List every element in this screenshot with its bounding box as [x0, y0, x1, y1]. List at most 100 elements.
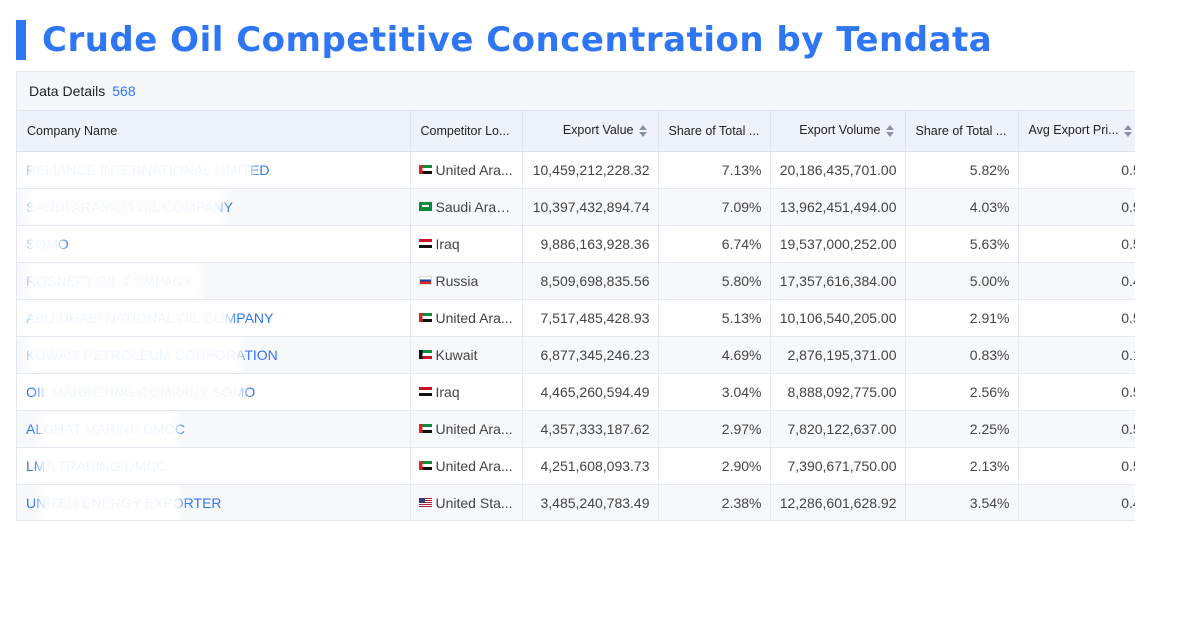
- data-details-label: Data Details: [29, 83, 106, 99]
- competitor-location: United Ara...: [410, 299, 523, 337]
- col-header-location[interactable]: Competitor Lo...: [410, 111, 523, 152]
- competitor-table: Company Name Competitor Lo... Export Val…: [17, 111, 1135, 520]
- avg-price-cell: 0.53: [1018, 373, 1135, 411]
- table-row[interactable]: OIL MARKETING COMPANY SOMOIraq4,465,260,…: [17, 373, 1135, 411]
- share-volume-cell: 3.54%: [905, 484, 1019, 520]
- export-value-cell: 8,509,698,835.56: [522, 262, 659, 300]
- col-header-share-volume[interactable]: Share of Total ...: [905, 111, 1019, 152]
- redaction-mask: [45, 451, 180, 480]
- competitor-location: United Ara...: [410, 447, 523, 485]
- avg-price-cell: 0.55: [1018, 410, 1135, 448]
- share-volume-cell: 2.25%: [905, 410, 1019, 448]
- table-row[interactable]: LMA TRADING DMCCUnited Ara...4,251,608,0…: [17, 447, 1135, 485]
- export-volume-cell: 7,820,122,637.00: [770, 410, 906, 448]
- share-volume-cell: 5.63%: [905, 225, 1019, 263]
- export-value-cell: 7,517,485,428.93: [522, 299, 659, 337]
- export-volume-cell: 7,390,671,750.00: [770, 447, 906, 485]
- title-accent-bar: [16, 20, 26, 60]
- competitor-location: United Sta...: [410, 484, 523, 520]
- company-name-link[interactable]: ROSNEFT OIL COMPANY: [17, 262, 411, 300]
- competitor-location: Russia: [410, 262, 523, 300]
- share-volume-cell: 2.91%: [905, 299, 1019, 337]
- share-value-cell: 5.13%: [658, 299, 771, 337]
- export-value-cell: 10,397,432,894.74: [522, 188, 659, 226]
- share-value-cell: 5.80%: [658, 262, 771, 300]
- company-name-link[interactable]: RELIANCE INTERNATIONAL LIMITED: [17, 151, 411, 189]
- redaction-mask: [45, 414, 173, 443]
- export-volume-cell: 17,357,616,384.00: [770, 262, 906, 300]
- company-name-link[interactable]: SOMO: [17, 225, 411, 263]
- company-name-link[interactable]: LMA TRADING DMCC: [17, 447, 411, 485]
- country-flag-icon: [418, 498, 432, 508]
- col-header-avg-price[interactable]: Avg Export Pri...: [1018, 111, 1135, 152]
- competitor-location: Iraq: [410, 225, 523, 263]
- sort-icon[interactable]: [885, 124, 895, 138]
- redaction-mask: [32, 155, 247, 184]
- country-flag-icon: [418, 202, 432, 212]
- country-flag-icon: [418, 165, 432, 175]
- redaction-mask: [45, 488, 175, 517]
- export-value-cell: 4,251,608,093.73: [522, 447, 659, 485]
- share-value-cell: 4.69%: [658, 336, 771, 374]
- country-flag-icon: [418, 461, 432, 471]
- share-value-cell: 2.97%: [658, 410, 771, 448]
- redaction-mask: [32, 303, 225, 332]
- share-volume-cell: 4.03%: [905, 188, 1019, 226]
- col-header-export-volume[interactable]: Export Volume: [770, 111, 906, 152]
- country-flag-icon: [418, 350, 432, 360]
- share-value-cell: 3.04%: [658, 373, 771, 411]
- company-name-link[interactable]: ALGHAT MARINE DMCC: [17, 410, 411, 448]
- table-row[interactable]: RELIANCE INTERNATIONAL LIMITEDUnited Ara…: [17, 151, 1135, 189]
- table-row[interactable]: SAUDI ARAMCO OIL COMPANYSaudi Arab...10,…: [17, 188, 1135, 226]
- share-volume-cell: 5.82%: [905, 151, 1019, 189]
- country-flag-icon: [418, 239, 432, 249]
- avg-price-cell: 0.56: [1018, 299, 1135, 337]
- company-name-link[interactable]: KUWAIT PETROLEUM CORPORATION: [17, 336, 411, 374]
- share-value-cell: 7.13%: [658, 151, 771, 189]
- competitor-location: Saudi Arab...: [410, 188, 523, 226]
- export-value-cell: 4,357,333,187.62: [522, 410, 659, 448]
- avg-price-cell: 0.58: [1018, 447, 1135, 485]
- export-volume-cell: 19,537,000,252.00: [770, 225, 906, 263]
- export-volume-cell: 13,962,451,494.00: [770, 188, 906, 226]
- share-volume-cell: 2.56%: [905, 373, 1019, 411]
- avg-price-cell: 0.52: [1018, 151, 1135, 189]
- country-flag-icon: [418, 313, 432, 323]
- table-header-row: Company Name Competitor Lo... Export Val…: [17, 111, 1135, 152]
- sort-icon[interactable]: [1123, 124, 1133, 138]
- export-value-cell: 3,485,240,783.49: [522, 484, 659, 520]
- share-volume-cell: 5.00%: [905, 262, 1019, 300]
- company-name-link[interactable]: UNITED ENERGY EXPORTER: [17, 484, 411, 520]
- redaction-mask: [32, 340, 237, 369]
- company-name-link[interactable]: ABU DHABI NATIONAL OIL COMPANY: [17, 299, 411, 337]
- export-volume-cell: 20,186,435,701.00: [770, 151, 906, 189]
- export-volume-cell: 10,106,540,205.00: [770, 299, 906, 337]
- competitor-location: Iraq: [410, 373, 523, 411]
- export-volume-cell: 2,876,195,371.00: [770, 336, 906, 374]
- col-header-export-value[interactable]: Export Value: [522, 111, 659, 152]
- table-row[interactable]: SOMOIraq9,886,163,928.366.74%19,537,000,…: [17, 225, 1135, 263]
- company-name-link[interactable]: SAUDI ARAMCO OIL COMPANY: [17, 188, 411, 226]
- redaction-mask: [32, 229, 56, 258]
- redaction-mask: [45, 377, 238, 406]
- share-volume-cell: 0.83%: [905, 336, 1019, 374]
- col-header-company[interactable]: Company Name: [17, 111, 411, 152]
- avg-price-cell: 0.13: [1018, 336, 1135, 374]
- company-name-link[interactable]: OIL MARKETING COMPANY SOMO: [17, 373, 411, 411]
- col-header-share-value[interactable]: Share of Total ...: [658, 111, 771, 152]
- sort-icon[interactable]: [638, 124, 648, 138]
- country-flag-icon: [418, 424, 432, 434]
- table-row[interactable]: KUWAIT PETROLEUM CORPORATIONKuwait6,877,…: [17, 336, 1135, 374]
- page-title: Crude Oil Competitive Concentration by T…: [42, 20, 993, 60]
- table-row[interactable]: ROSNEFT OIL COMPANYRussia8,509,698,835.5…: [17, 262, 1135, 300]
- export-value-cell: 4,465,260,594.49: [522, 373, 659, 411]
- table-row[interactable]: ALGHAT MARINE DMCCUnited Ara...4,357,333…: [17, 410, 1135, 448]
- share-value-cell: 2.38%: [658, 484, 771, 520]
- export-value-cell: 9,886,163,928.36: [522, 225, 659, 263]
- page-header: Crude Oil Competitive Concentration by T…: [16, 18, 992, 62]
- export-volume-cell: 8,888,092,775.00: [770, 373, 906, 411]
- data-details-count: 568: [112, 83, 136, 99]
- share-value-cell: 7.09%: [658, 188, 771, 226]
